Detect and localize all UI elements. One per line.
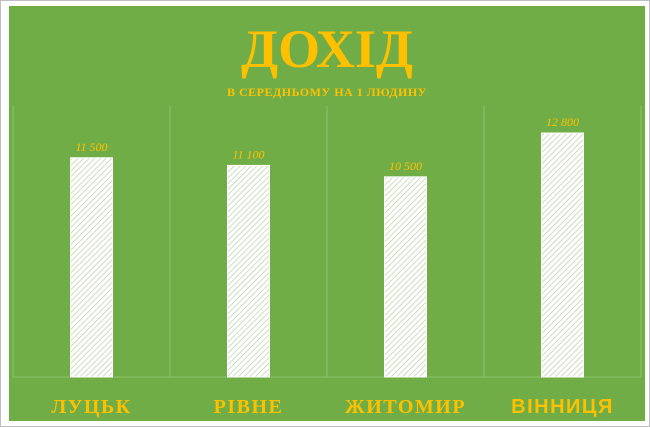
chart-title: ДОХІД <box>240 19 414 79</box>
bar-chart: 11 500 ЛУЦЬК 11 100 РІВНЕ 10 500 ЖИТОМИР 12 80… <box>12 106 642 418</box>
bar-3 <box>384 176 427 378</box>
category-label-3: ЖИТОМИР <box>345 396 466 418</box>
chart-subtitle: В СЕРЕДНЬОМУ НА 1 ЛЮДИНУ <box>227 85 427 99</box>
data-label-4: 12 800 <box>546 115 579 129</box>
category-label-2: РІВНЕ <box>214 396 284 418</box>
chart-area: ДОХІД В СЕРЕДНЬОМУ НА 1 ЛЮДИНУ 11 500 ЛУЦ… <box>9 6 645 421</box>
data-label-2: 11 100 <box>232 147 264 161</box>
data-label-3: 10 500 <box>389 159 422 173</box>
bar-4 <box>541 132 584 378</box>
data-label-1: 11 500 <box>75 140 107 154</box>
bar-2 <box>227 164 270 378</box>
category-label-1: ЛУЦЬК <box>51 396 131 418</box>
bar-1 <box>70 157 113 378</box>
category-label-4: ВІННИЦЯ <box>511 396 614 418</box>
